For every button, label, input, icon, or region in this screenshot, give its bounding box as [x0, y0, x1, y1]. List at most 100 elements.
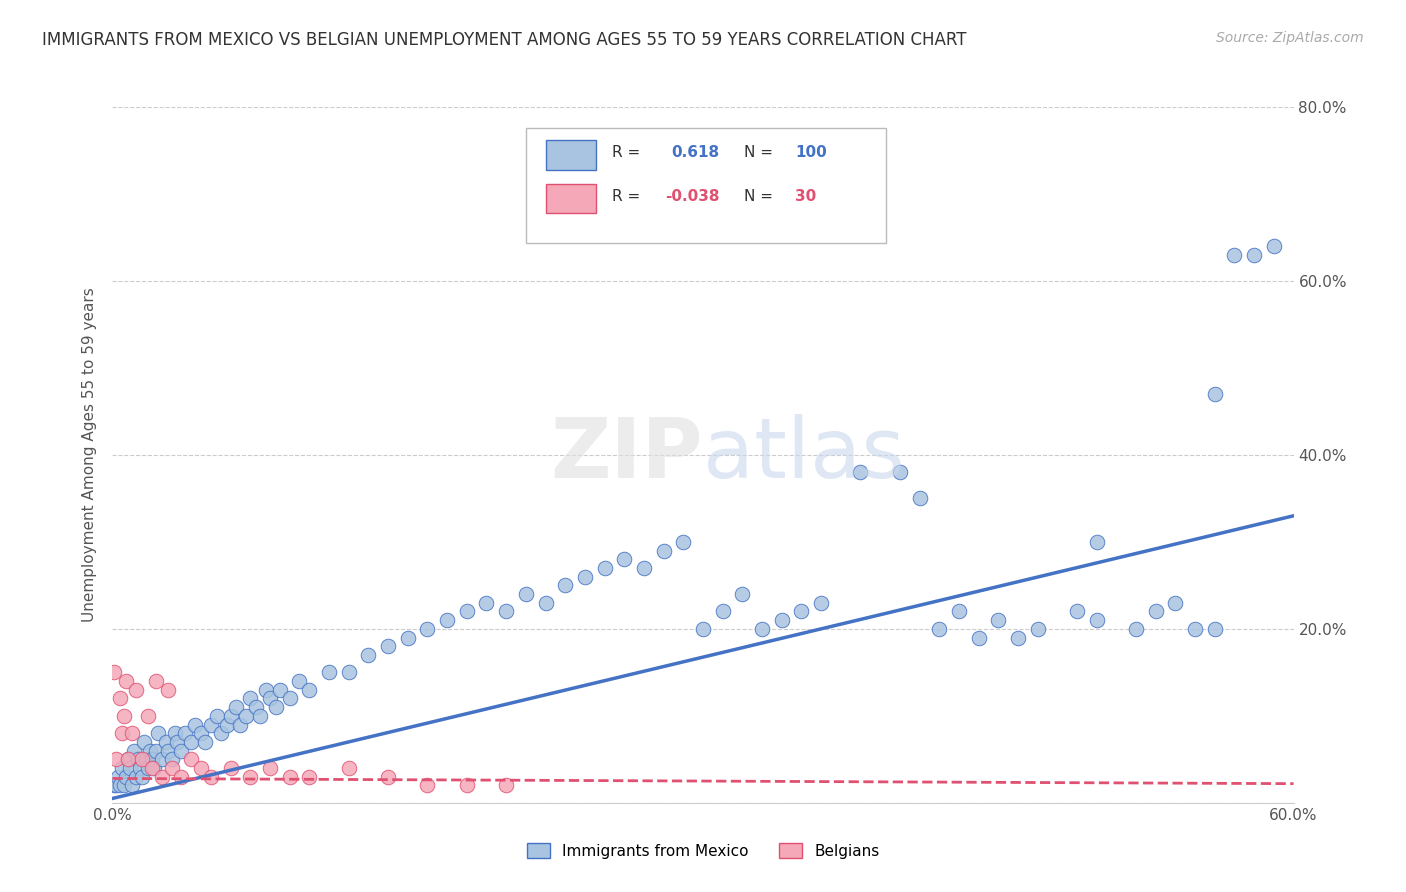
Point	[117, 752, 139, 766]
Point	[298, 770, 321, 784]
FancyBboxPatch shape	[546, 185, 596, 213]
Point	[1144, 605, 1167, 619]
Point	[156, 682, 179, 697]
Point	[810, 596, 832, 610]
Point	[298, 682, 321, 697]
Point	[121, 778, 143, 792]
Point	[156, 744, 179, 758]
Point	[122, 744, 145, 758]
Point	[1164, 596, 1187, 610]
Point	[574, 570, 596, 584]
Point	[150, 752, 173, 766]
Point	[278, 691, 301, 706]
Point	[337, 761, 360, 775]
Point	[278, 770, 301, 784]
Point	[160, 761, 183, 775]
Text: 30: 30	[796, 188, 817, 203]
Point	[456, 778, 478, 792]
Point	[1184, 622, 1206, 636]
Text: R =: R =	[612, 188, 640, 203]
Point	[259, 691, 281, 706]
Point	[711, 605, 734, 619]
Text: R =: R =	[612, 145, 640, 160]
Point	[190, 761, 212, 775]
Point	[731, 587, 754, 601]
Point	[770, 613, 793, 627]
Point	[269, 682, 291, 697]
Point	[142, 761, 165, 775]
FancyBboxPatch shape	[546, 140, 596, 169]
Point	[1204, 622, 1226, 636]
Point	[129, 761, 152, 775]
Point	[115, 674, 138, 689]
Point	[165, 726, 187, 740]
Point	[219, 761, 242, 775]
Legend: Immigrants from Mexico, Belgians: Immigrants from Mexico, Belgians	[520, 837, 886, 864]
Point	[1066, 605, 1088, 619]
Point	[1204, 387, 1226, 401]
Point	[318, 665, 340, 680]
Point	[475, 596, 498, 610]
Point	[751, 622, 773, 636]
Point	[200, 770, 222, 784]
Point	[111, 726, 134, 740]
Text: 100: 100	[796, 145, 827, 160]
Point	[967, 631, 990, 645]
Point	[139, 744, 162, 758]
Point	[259, 761, 281, 775]
Point	[215, 717, 238, 731]
Point	[554, 578, 576, 592]
Point	[456, 605, 478, 619]
Point	[174, 726, 197, 740]
Point	[105, 752, 128, 766]
Point	[117, 752, 139, 766]
Point	[652, 543, 675, 558]
Point	[150, 770, 173, 784]
Point	[249, 708, 271, 723]
Point	[166, 735, 188, 749]
Text: -0.038: -0.038	[665, 188, 720, 203]
Point	[120, 761, 142, 775]
Point	[225, 700, 247, 714]
Point	[495, 605, 517, 619]
Point	[928, 622, 950, 636]
Point	[534, 596, 557, 610]
Point	[235, 708, 257, 723]
Point	[184, 717, 207, 731]
Point	[377, 770, 399, 784]
Point	[1243, 248, 1265, 262]
Y-axis label: Unemployment Among Ages 55 to 59 years: Unemployment Among Ages 55 to 59 years	[82, 287, 97, 623]
Point	[337, 665, 360, 680]
Point	[396, 631, 419, 645]
Point	[288, 674, 311, 689]
Point	[495, 778, 517, 792]
Point	[692, 622, 714, 636]
Point	[416, 622, 439, 636]
Point	[245, 700, 267, 714]
Point	[136, 761, 159, 775]
Point	[229, 717, 252, 731]
Point	[131, 770, 153, 784]
Point	[107, 770, 129, 784]
Point	[613, 552, 636, 566]
Point	[205, 708, 228, 723]
Point	[111, 761, 134, 775]
Point	[908, 491, 931, 506]
Point	[1125, 622, 1147, 636]
FancyBboxPatch shape	[526, 128, 886, 243]
Text: ZIP: ZIP	[551, 415, 703, 495]
Text: N =: N =	[744, 188, 773, 203]
Point	[125, 682, 148, 697]
Point	[377, 639, 399, 653]
Point	[209, 726, 232, 740]
Point	[194, 735, 217, 749]
Point	[672, 534, 695, 549]
Point	[141, 752, 163, 766]
Point	[131, 752, 153, 766]
Point	[1085, 613, 1108, 627]
Point	[145, 744, 167, 758]
Point	[125, 770, 148, 784]
Point	[160, 752, 183, 766]
Point	[436, 613, 458, 627]
Point	[987, 613, 1010, 627]
